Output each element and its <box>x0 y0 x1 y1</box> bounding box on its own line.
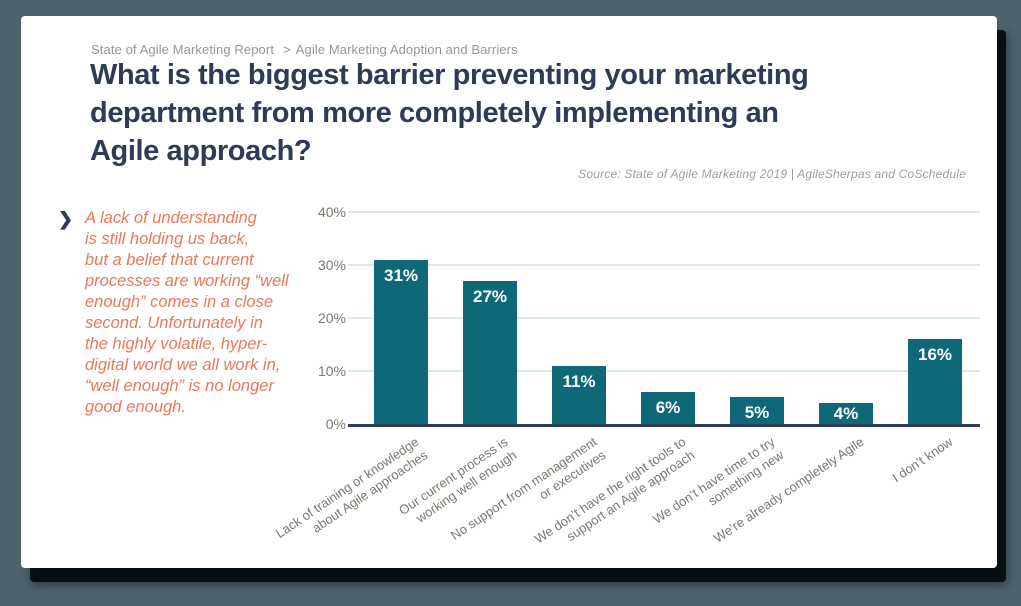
bar: 4% <box>819 403 873 424</box>
y-tick-label: 10% <box>317 363 346 379</box>
gridline <box>348 211 980 213</box>
bar: 6% <box>641 392 695 424</box>
y-tick-label: 0% <box>325 416 346 432</box>
bar-value-label: 6% <box>655 398 681 417</box>
source-credit: Source: State of Agile Marketing 2019 | … <box>578 167 966 181</box>
x-axis-line <box>348 424 980 427</box>
bar-value-label: 27% <box>472 287 508 306</box>
bar: 27% <box>463 281 517 424</box>
bar: 31% <box>374 260 428 424</box>
breadcrumb-report-link[interactable]: State of Agile Marketing Report <box>91 42 275 57</box>
bar-value-label: 5% <box>744 403 770 422</box>
pull-quote-text: A lack of understanding is still holding… <box>85 209 289 416</box>
bar-value-label: 4% <box>833 404 859 423</box>
breadcrumb-section-link[interactable]: Agile Marketing Adoption and Barriers <box>295 42 518 57</box>
page-title: What is the biggest barrier preventing y… <box>90 59 809 167</box>
report-card: State of Agile Marketing Report > Agile Ma… <box>21 16 997 568</box>
breadcrumb: State of Agile Marketing Report > Agile Ma… <box>91 42 518 57</box>
pull-quote: ❯ A lack of understanding is still holdi… <box>58 208 314 418</box>
bar-value-label: 31% <box>383 266 419 285</box>
y-tick-label: 20% <box>317 310 346 326</box>
gridline <box>348 317 980 319</box>
bar: 16% <box>908 339 962 424</box>
gridline <box>348 370 980 372</box>
chevron-right-icon: ❯ <box>58 209 74 229</box>
bar-value-label: 16% <box>917 345 953 364</box>
bar: 5% <box>730 397 784 424</box>
breadcrumb-separator: > <box>283 42 291 57</box>
bar-value-label: 11% <box>562 372 596 391</box>
y-tick-label: 40% <box>317 204 346 220</box>
gridline <box>348 264 980 266</box>
y-tick-label: 30% <box>317 257 346 273</box>
bar-chart-plot-area: 0% 10% 20% 30% 40% 31% Lack of training or kno… <box>273 204 980 547</box>
bar: 11% <box>552 366 606 424</box>
